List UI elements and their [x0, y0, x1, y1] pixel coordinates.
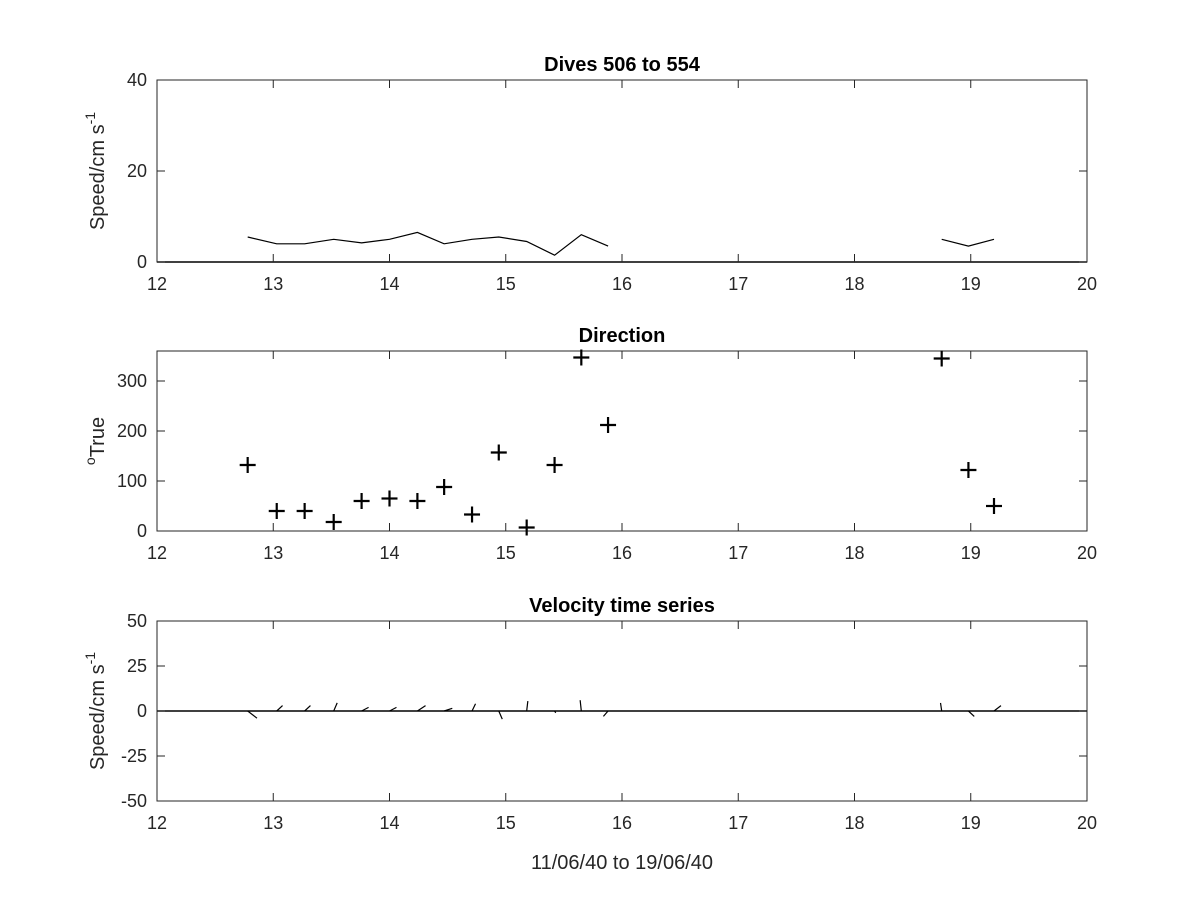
velocity-y-tick-label: 25 [127, 656, 147, 676]
direction-x-tick-label: 16 [612, 543, 632, 563]
direction-point [960, 462, 977, 478]
direction-point [573, 349, 590, 366]
velocity-x-tick-label: 18 [844, 813, 864, 833]
direction-y-tick-label: 300 [117, 371, 147, 391]
direction-point [546, 457, 563, 473]
speed-x-tick-label: 14 [379, 274, 399, 294]
velocity-vector-stick [304, 705, 311, 712]
speed-ticks-layer: 12 13 14 15 16 17 18 19 20 0 20 40 [127, 70, 1097, 294]
velocity-vector-stick [968, 710, 975, 717]
direction-y-tick-label: 100 [117, 471, 147, 491]
speed-y-axis-label: Speed/cm s-1 [82, 112, 109, 230]
speed-x-tick-label: 20 [1077, 274, 1097, 294]
speed-panel: 12 13 14 15 16 17 18 19 20 0 20 40 Dives 506 to 554… [82, 54, 1097, 294]
direction-chart-title: Direction [579, 325, 666, 347]
velocity-vector-stick [471, 703, 477, 712]
velocity-x-tick-label: 12 [147, 813, 167, 833]
velocity-y-tick-label: 0 [137, 701, 147, 721]
direction-point [296, 503, 313, 519]
velocity-x-axis-label: 11/06/40 to 19/06/40 [531, 852, 713, 874]
direction-x-tick-label: 13 [263, 543, 283, 563]
velocity-x-tick-label: 20 [1077, 813, 1097, 833]
direction-point [268, 503, 285, 519]
direction-x-tick-label: 20 [1077, 543, 1097, 563]
speed-y-tick-label: 20 [127, 161, 147, 181]
direction-x-tick-label: 14 [379, 543, 399, 563]
velocity-y-axis-label-main: Speed/cm s [87, 664, 109, 770]
speed-y-tick-label: 40 [127, 70, 147, 90]
direction-point [518, 519, 535, 536]
direction-y-axis-label-main: True [87, 417, 109, 457]
direction-point [239, 457, 256, 473]
velocity-vector-stick [602, 710, 609, 717]
velocity-vector-stick [993, 705, 1002, 712]
velocity-vector-stick [554, 710, 557, 714]
direction-point [464, 506, 481, 523]
speed-y-axis-label-main: Speed/cm s [87, 124, 109, 230]
velocity-x-tick-label: 17 [728, 813, 748, 833]
speed-x-tick-label: 13 [263, 274, 283, 294]
velocity-chart-title: Velocity time series [529, 595, 715, 617]
velocity-x-tick-label: 16 [612, 813, 632, 833]
direction-x-tick-label: 12 [147, 543, 167, 563]
speed-x-tick-label: 12 [147, 274, 167, 294]
direction-axes-box [156, 350, 1088, 532]
velocity-vector-stick [498, 710, 503, 720]
direction-x-tick-label: 15 [496, 543, 516, 563]
direction-point [436, 479, 453, 495]
velocity-ticks-layer: 12 13 14 15 16 17 18 19 20 -50 -25 0 25 50 [121, 611, 1097, 833]
direction-x-tick-label: 19 [961, 543, 981, 563]
velocity-panel: 12 13 14 15 16 17 18 19 20 -50 -25 0 25 50 Velocity t… [82, 595, 1097, 874]
speed-x-tick-label: 19 [961, 274, 981, 294]
velocity-vector-stick [939, 702, 943, 712]
direction-point [381, 490, 398, 507]
speed-y-axis-label-superscript: -1 [82, 112, 98, 125]
speed-x-tick-label: 18 [844, 274, 864, 294]
direction-point [933, 350, 950, 367]
velocity-vector-stick [389, 706, 397, 712]
direction-y-axis-label-prefix: o [82, 457, 98, 465]
velocity-y-tick-label: 50 [127, 611, 147, 631]
speed-y-tick-label: 0 [137, 252, 147, 272]
direction-point [986, 498, 1002, 514]
velocity-data-layer [157, 700, 1087, 720]
speed-x-tick-label: 15 [496, 274, 516, 294]
speed-series-line-0 [247, 231, 609, 256]
velocity-y-axis-label: Speed/cm s-1 [82, 652, 109, 770]
speed-axes-box [156, 79, 1088, 263]
velocity-x-tick-label: 14 [379, 813, 399, 833]
direction-point [353, 493, 370, 509]
speed-x-tick-label: 17 [728, 274, 748, 294]
direction-data-layer [239, 349, 1002, 536]
velocity-vector-stick [361, 706, 369, 712]
velocity-vector-stick [526, 701, 529, 712]
speed-chart-title: Dives 506 to 554 [544, 54, 701, 76]
velocity-x-tick-label: 15 [496, 813, 516, 833]
direction-y-tick-label: 200 [117, 421, 147, 441]
speed-series-line-1 [941, 238, 995, 247]
direction-point [409, 493, 426, 509]
velocity-vector-stick [276, 705, 283, 712]
direction-point [325, 514, 342, 530]
velocity-vector-stick [247, 710, 258, 719]
velocity-x-tick-label: 19 [961, 813, 981, 833]
direction-point [600, 417, 617, 433]
velocity-y-tick-label: -50 [121, 791, 147, 811]
direction-x-tick-label: 17 [728, 543, 748, 563]
direction-x-tick-label: 18 [844, 543, 864, 563]
velocity-vector-stick [443, 707, 453, 712]
velocity-x-tick-label: 13 [263, 813, 283, 833]
direction-point [490, 444, 507, 461]
velocity-vector-stick [579, 700, 582, 712]
velocity-y-tick-label: -25 [121, 746, 147, 766]
direction-y-tick-label: 0 [137, 521, 147, 541]
velocity-vector-stick [333, 702, 338, 712]
velocity-vector-stick [417, 705, 426, 712]
velocity-y-axis-label-superscript: -1 [82, 652, 98, 665]
direction-y-axis-label: oTrue [82, 417, 109, 465]
speed-x-tick-label: 16 [612, 274, 632, 294]
